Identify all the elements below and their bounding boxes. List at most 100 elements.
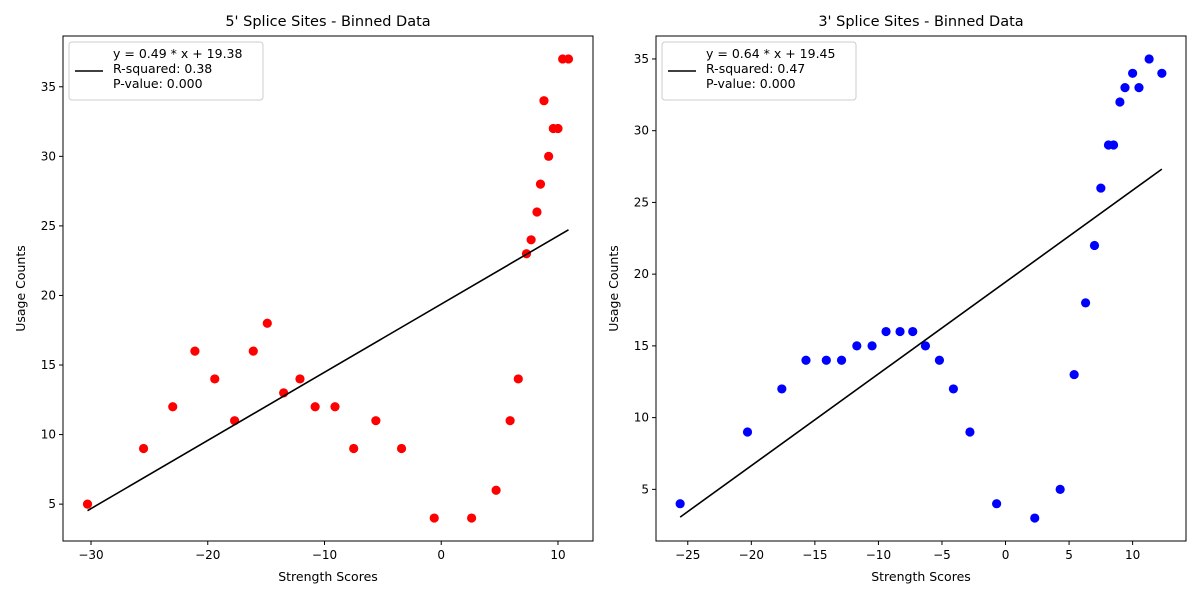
regression-line [680,169,1162,517]
data-point [1081,298,1090,307]
legend: y = 0.49 * x + 19.38R-squared: 0.38P-val… [69,42,263,100]
data-point [822,356,831,365]
data-point [492,486,501,495]
data-point [553,124,562,133]
data-point [527,235,536,244]
data-point [506,416,515,425]
data-point [837,356,846,365]
x-tick-label: −25 [675,548,700,562]
data-point [949,384,958,393]
data-point [965,427,974,436]
x-tick-label: −5 [933,548,951,562]
legend-entry: R-squared: 0.47 [706,61,805,76]
data-point [777,384,786,393]
data-point [83,500,92,509]
data-point [881,327,890,336]
data-point [1128,69,1137,78]
data-point [1115,97,1124,106]
y-tick-label: 20 [634,267,649,281]
data-point [676,499,685,508]
y-tick-label: 35 [634,52,649,66]
x-tick-label: −20 [739,548,764,562]
y-tick-label: 5 [48,497,56,511]
legend-entry: R-squared: 0.38 [113,61,212,76]
y-tick-label: 25 [634,195,649,209]
data-point [1120,83,1129,92]
data-point [1109,140,1118,149]
data-point [895,327,904,336]
data-point [801,356,810,365]
y-tick-label: 10 [41,428,56,442]
data-point [536,180,545,189]
data-point [935,356,944,365]
data-point [532,207,541,216]
data-point [1090,241,1099,250]
data-point [1056,485,1065,494]
x-axis-label: Strength Scores [871,569,971,584]
x-tick-label: 0 [437,548,445,562]
data-point [1145,54,1154,63]
data-point [295,374,304,383]
y-tick-label: 30 [634,124,649,138]
data-point [210,374,219,383]
x-tick-label: −10 [312,548,337,562]
x-tick-label: −20 [195,548,220,562]
data-point [330,402,339,411]
chart-title: 5' Splice Sites - Binned Data [225,14,430,30]
data-point [1134,83,1143,92]
x-tick-label: −15 [802,548,827,562]
data-point [1030,513,1039,522]
axes-frame [656,36,1186,541]
data-point [544,152,553,161]
data-point [311,402,320,411]
data-point [1096,183,1105,192]
x-tick-label: 0 [1002,548,1010,562]
x-tick-label: −10 [866,548,891,562]
chart-title: 3' Splice Sites - Binned Data [818,14,1023,30]
y-tick-label: 35 [41,80,56,94]
data-point [139,444,148,453]
data-point [249,347,258,356]
y-tick-label: 30 [41,149,56,163]
x-tick-label: −30 [78,548,103,562]
data-point [514,374,523,383]
axes-frame [63,36,593,541]
x-tick-label: 5 [1065,548,1073,562]
subplot-1: −30 −20 −10 0 10 5 10 15 20 25 30 35 5' Splice Sites… [13,14,593,584]
data-point [349,444,358,453]
data-point [371,416,380,425]
data-point [430,513,439,522]
y-tick-label: 15 [634,339,649,353]
data-point [467,513,476,522]
legend-entry: P-value: 0.000 [113,76,203,91]
y-axis-label: Usage Counts [13,245,28,332]
data-point [397,444,406,453]
data-point [1070,370,1079,379]
data-point [539,96,548,105]
data-point [743,427,752,436]
regression-line [88,230,569,511]
data-point [852,341,861,350]
legend-entry: y = 0.49 * x + 19.38 [113,46,242,61]
y-tick-label: 15 [41,358,56,372]
legend-entry: y = 0.64 * x + 19.45 [706,46,835,61]
x-tick-label: 10 [1125,548,1140,562]
y-tick-label: 5 [641,482,649,496]
x-axis-label: Strength Scores [278,569,378,584]
legend-entry: P-value: 0.000 [706,76,796,91]
x-tick-label: 10 [550,548,565,562]
legend: y = 0.64 * x + 19.45R-squared: 0.47P-val… [662,42,856,100]
data-point [168,402,177,411]
data-point [1157,69,1166,78]
data-point [564,54,573,63]
data-point [908,327,917,336]
y-tick-label: 20 [41,288,56,302]
data-point [263,319,272,328]
subplot-2: −25 −20 −15 −10 −5 0 5 10 5 10 15 20 25 30 35 3' Splice… [606,14,1186,584]
data-point [867,341,876,350]
y-axis-label: Usage Counts [606,245,621,332]
y-tick-label: 10 [634,411,649,425]
y-tick-label: 25 [41,219,56,233]
data-point [992,499,1001,508]
